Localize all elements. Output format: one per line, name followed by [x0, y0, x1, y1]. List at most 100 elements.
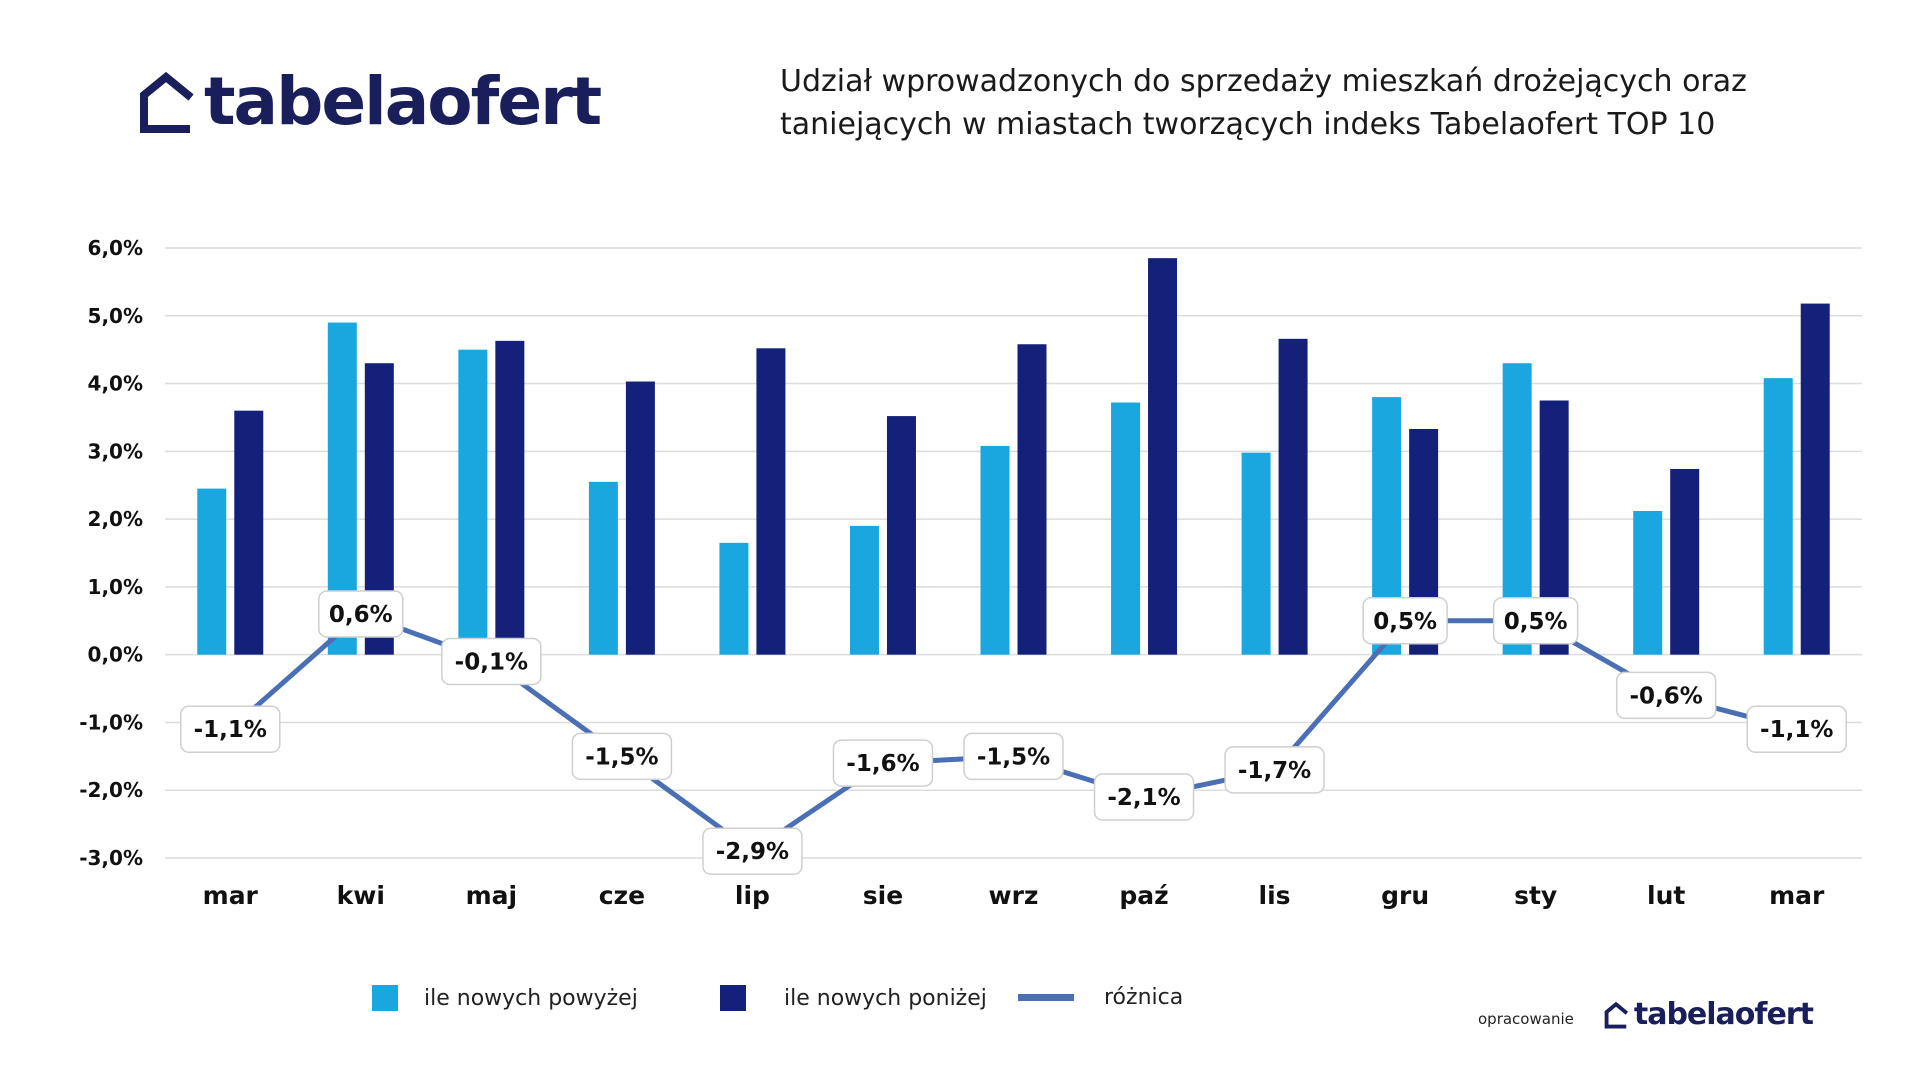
difference-data-label: 0,5% — [1492, 597, 1579, 645]
credit-brand-part1: tabela — [1633, 997, 1736, 1032]
data-label-text: -1,5% — [977, 744, 1050, 770]
x-tick-label: lut — [1647, 881, 1685, 910]
data-label-box — [1093, 773, 1195, 821]
data-label-text: -2,1% — [1107, 785, 1180, 811]
data-label-box — [1746, 705, 1847, 753]
data-label-box — [180, 705, 281, 753]
x-tick-label: kwi — [337, 881, 385, 910]
bar-above — [1763, 378, 1793, 655]
data-label-text: 0,6% — [329, 602, 393, 628]
y-tick-label: 6,0% — [88, 236, 143, 260]
data-label-text: -1,7% — [1238, 758, 1311, 784]
y-tick-label: -2,0% — [79, 778, 143, 802]
x-tick-label: sie — [863, 881, 903, 910]
bar-line-chart: 6,0% 5,0% 4,0% 3,0% 2,0% 1,0% 0,0% -1,0% -2,0% -3… — [79, 236, 1862, 910]
data-label-text: -1,5% — [585, 744, 658, 770]
y-tick-label: 5,0% — [88, 304, 143, 328]
bar-above — [588, 481, 618, 655]
brand-name-part2: ofert — [427, 63, 602, 140]
legend-swatch-line — [1018, 994, 1074, 1001]
data-label-text: 0,5% — [1373, 609, 1437, 635]
data-label-text: -0,1% — [455, 649, 528, 675]
bar-above — [1633, 510, 1663, 655]
y-tick-label: 4,0% — [88, 372, 143, 396]
x-tick-label: lis — [1259, 881, 1291, 910]
brand-name: tabelaofert — [204, 69, 602, 135]
data-label-box — [571, 732, 673, 781]
x-tick-label: cze — [599, 881, 645, 910]
credit: opracowanie tabelaofert — [1478, 997, 1814, 1032]
x-tick-label: sty — [1514, 881, 1557, 910]
difference-data-label: -1,7% — [1224, 746, 1325, 794]
data-label-box — [1615, 671, 1717, 720]
data-label-text: -1,6% — [846, 751, 919, 777]
bar-below — [1278, 338, 1308, 655]
chart-title: Udział wprowadzonych do sprzedaży mieszk… — [780, 60, 1840, 146]
difference-data-label: -1,5% — [963, 732, 1064, 781]
chart-title-line1: Udział wprowadzonych do sprzedaży mieszk… — [780, 64, 1747, 99]
y-tick-label: 0,0% — [88, 643, 143, 667]
legend-item-diff: różnica — [1018, 985, 1183, 1010]
legend-item-below: ile nowych poniżej — [720, 985, 987, 1011]
brand-name-part1: tabela — [204, 63, 429, 140]
difference-data-label: -0,6% — [1615, 671, 1717, 720]
x-tick-label: paź — [1119, 881, 1168, 910]
house-outline-icon — [1604, 1001, 1628, 1029]
bar-above — [980, 445, 1010, 655]
data-label-box — [1224, 746, 1325, 794]
credit-logo: tabelaofert — [1604, 997, 1814, 1032]
bar-above — [849, 525, 879, 655]
data-label-box — [832, 739, 934, 787]
credit-brand-part2: ofert — [1734, 997, 1814, 1032]
y-tick-label: 2,0% — [88, 507, 143, 531]
x-tick-label: maj — [466, 881, 518, 910]
data-label-box — [702, 827, 803, 875]
credit-brand: tabelaofert — [1633, 997, 1814, 1032]
bar-below — [886, 416, 916, 655]
legend-swatch-light — [372, 985, 398, 1011]
bar-below — [1017, 344, 1047, 655]
data-label-text: -1,1% — [1760, 717, 1833, 743]
y-tick-label: 1,0% — [88, 575, 143, 599]
data-label-text: -1,1% — [194, 717, 267, 743]
difference-data-label: -2,1% — [1093, 773, 1195, 821]
y-tick-label: -1,0% — [79, 710, 143, 734]
bar-above — [197, 488, 227, 655]
difference-data-label: -1,5% — [571, 732, 673, 781]
bar-above — [1241, 452, 1271, 655]
difference-data-label: -2,9% — [702, 827, 803, 875]
bar-above — [458, 349, 488, 655]
data-label-text: -0,6% — [1630, 683, 1703, 709]
x-tick-label: lip — [735, 881, 770, 910]
data-label-box — [1362, 597, 1448, 645]
brand-logo: tabelaofert — [138, 62, 602, 142]
data-label-box — [318, 590, 404, 638]
legend-label-below: ile nowych poniżej — [784, 985, 987, 1011]
data-label-text: 0,5% — [1504, 609, 1568, 635]
data-label-box — [963, 732, 1064, 781]
credit-label: opracowanie — [1478, 1010, 1574, 1028]
difference-data-label: -0,1% — [441, 637, 542, 686]
difference-data-label: -1,6% — [832, 739, 934, 787]
legend-swatch-dark — [720, 985, 746, 1011]
bar-below — [625, 381, 655, 655]
x-tick-label: mar — [1769, 881, 1825, 910]
chart-title-line2: taniejących w miastach tworzących indeks… — [780, 107, 1716, 142]
bar-below — [1800, 303, 1830, 655]
y-tick-label: -3,0% — [79, 846, 143, 870]
bar-below — [1148, 258, 1178, 655]
data-label-box — [441, 637, 542, 686]
x-tick-label: mar — [203, 881, 259, 910]
difference-data-label: -1,1% — [1746, 705, 1847, 753]
bar-below — [234, 410, 264, 655]
bar-above — [719, 542, 749, 655]
data-label-text: -2,9% — [716, 839, 789, 865]
legend-item-above: ile nowych powyżej — [372, 985, 638, 1011]
difference-data-label: 0,5% — [1362, 597, 1448, 645]
difference-data-label: -1,1% — [180, 705, 281, 753]
legend-label-diff: różnica — [1104, 985, 1184, 1010]
bar-below — [1670, 468, 1700, 655]
bar-below — [756, 348, 786, 655]
data-label-box — [1492, 597, 1579, 645]
difference-data-label: 0,6% — [318, 590, 404, 638]
